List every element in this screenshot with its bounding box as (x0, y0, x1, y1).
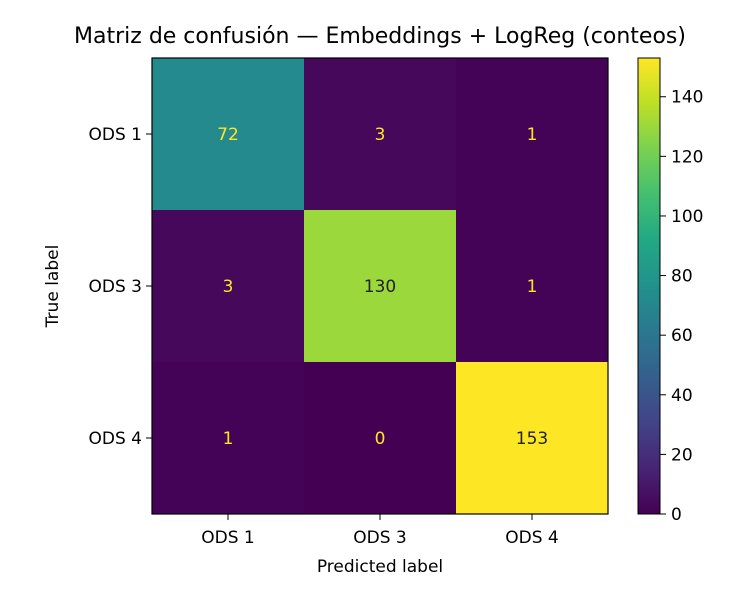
x-tick-label: ODS 4 (505, 528, 558, 548)
heatmap-cell (456, 362, 608, 514)
x-axis-label: Predicted label (317, 557, 443, 577)
heatmap-cell (152, 210, 304, 362)
heatmap-cell (304, 210, 456, 362)
heatmap-cells: 72 3 1 3 130 1 1 0 153 (152, 58, 608, 514)
colorbar-ticks: 0 20 40 60 80 100 120 140 (660, 88, 703, 525)
cell-value-label: 153 (516, 429, 548, 449)
cell-value-label: 0 (375, 429, 386, 449)
heatmap-cell (304, 58, 456, 210)
heatmap-cell (456, 58, 608, 210)
colorbar-tick-label: 40 (671, 386, 693, 406)
colorbar-frame (637, 57, 661, 515)
heatmap-cell (304, 362, 456, 514)
y-ticks: ODS 1 ODS 3 ODS 4 (89, 125, 152, 449)
heatmap-cell (152, 362, 304, 514)
cell-value-label: 1 (527, 277, 538, 297)
colorbar-tick-label: 80 (671, 267, 693, 287)
heatmap-cell (456, 210, 608, 362)
cell-value-label: 130 (364, 277, 396, 297)
y-axis-label: True label (43, 245, 63, 329)
colorbar-tick-label: 120 (671, 147, 703, 167)
cell-value-label: 3 (375, 125, 386, 145)
colorbar-tick-label: 20 (671, 445, 693, 465)
colorbar-tick-label: 0 (671, 505, 682, 525)
x-ticks: ODS 1 ODS 3 ODS 4 (201, 514, 559, 548)
cell-value-label: 72 (217, 125, 239, 145)
cell-value-label: 1 (527, 125, 538, 145)
cell-value-label: 3 (223, 277, 234, 297)
y-tick-label: ODS 1 (89, 125, 142, 145)
colorbar: 0 20 40 60 80 100 120 140 (637, 57, 703, 525)
x-tick-label: ODS 1 (201, 528, 254, 548)
y-tick-label: ODS 3 (89, 277, 142, 297)
colorbar-tick-label: 100 (671, 207, 703, 227)
cell-value-label: 1 (223, 429, 234, 449)
colorbar-tick-label: 140 (671, 88, 703, 108)
colorbar-gradient (638, 58, 660, 514)
chart-title: Matriz de confusión — Embeddings + LogRe… (74, 24, 686, 49)
colorbar-tick-label: 60 (671, 326, 693, 346)
heatmap-cell (152, 58, 304, 210)
x-tick-label: ODS 3 (353, 528, 406, 548)
y-tick-label: ODS 4 (89, 429, 142, 449)
